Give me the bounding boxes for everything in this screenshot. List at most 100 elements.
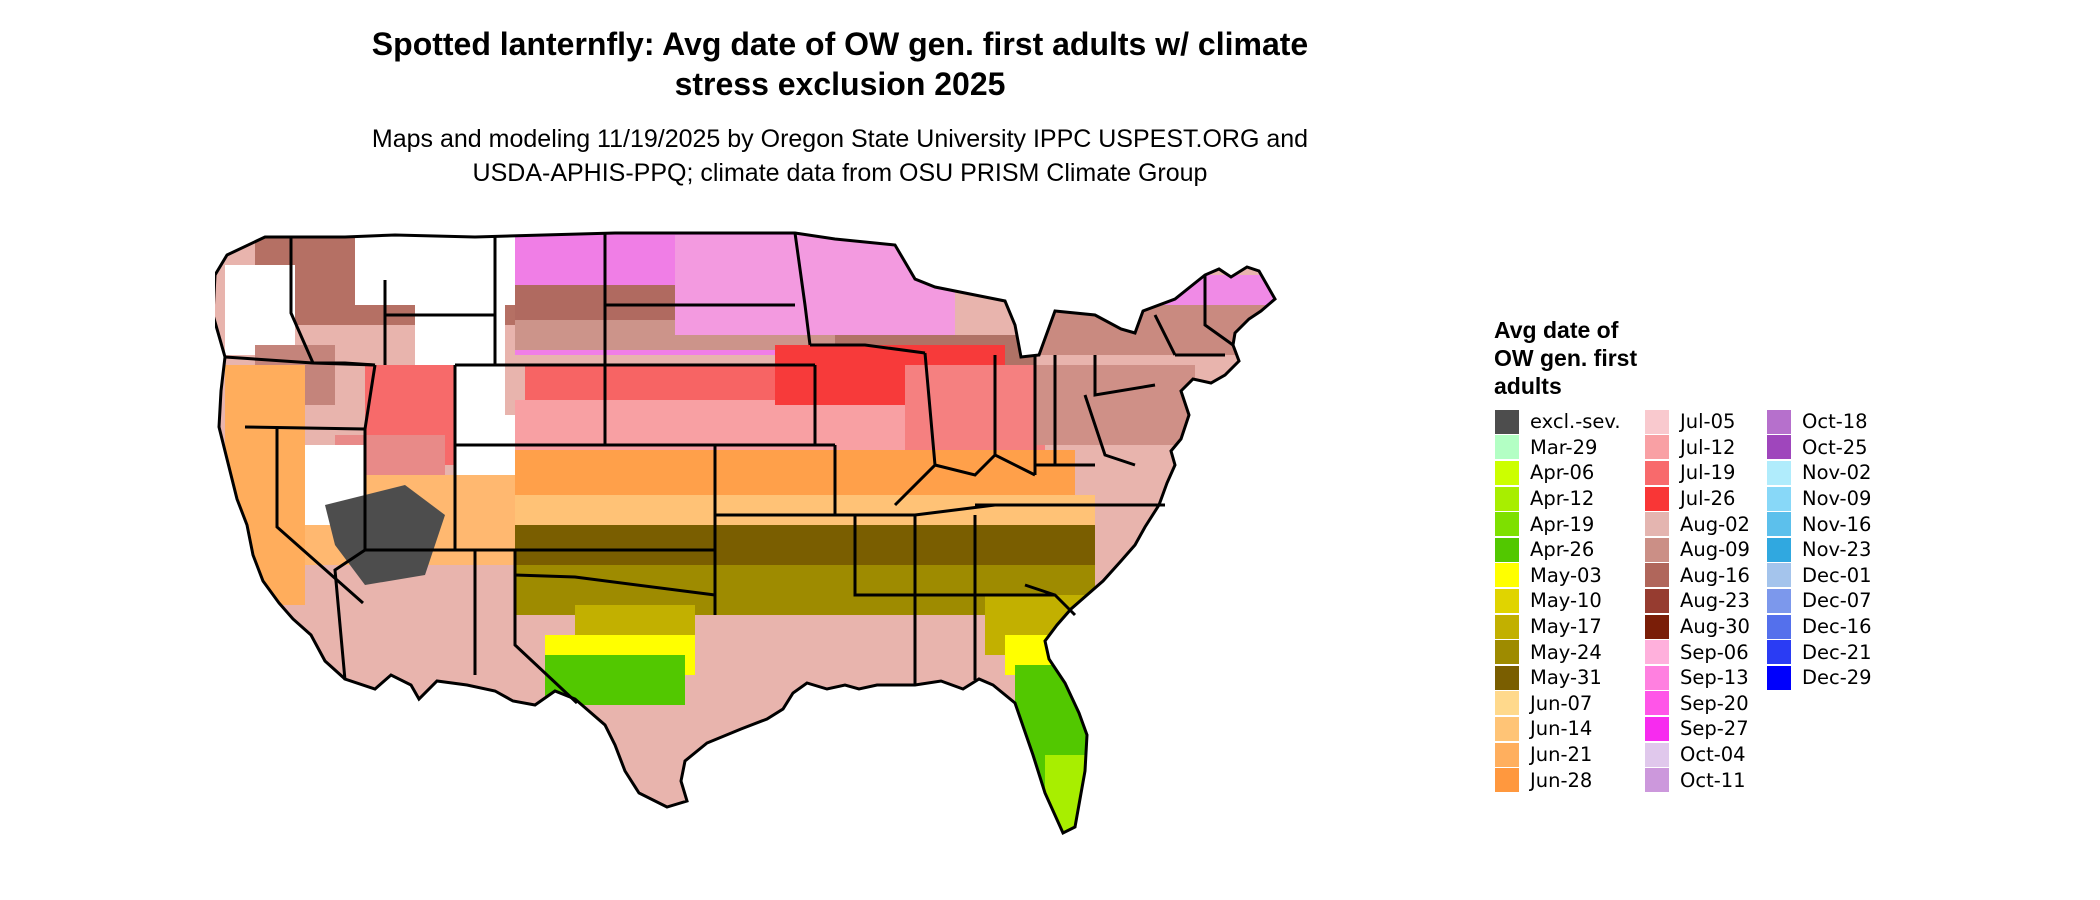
legend-swatch	[1767, 563, 1791, 588]
legend-label: Sep-13	[1680, 666, 1749, 690]
legend-swatch	[1495, 716, 1519, 741]
legend-item: Apr-26	[1495, 537, 1621, 563]
legend-column-1: excl.-sev. Mar-29 Apr-06 Apr-12 Apr-19 Apr-26…	[1495, 409, 1621, 793]
map-fill	[213, 233, 1275, 833]
legend-item: May-17	[1495, 614, 1621, 640]
legend-label: Sep-20	[1680, 691, 1749, 715]
subtitle-line-2: USDA-APHIS-PPQ; climate data from OSU PR…	[472, 159, 1208, 187]
legend-column-2: Jul-05 Jul-12 Jul-19 Jul-26 Aug-02 Aug-09 Aug-…	[1645, 409, 1750, 793]
legend-label: Dec-21	[1802, 640, 1872, 664]
legend-label: Jun-28	[1530, 768, 1593, 792]
legend-label: Nov-09	[1802, 487, 1872, 511]
legend-swatch	[1495, 614, 1519, 639]
legend-label: Apr-26	[1530, 538, 1595, 562]
legend-swatch	[1495, 691, 1519, 716]
legend-swatch	[1645, 409, 1669, 434]
legend-label: Jun-14	[1530, 717, 1593, 741]
legend-swatch	[1767, 409, 1791, 434]
legend-label: Jul-26	[1680, 487, 1736, 511]
legend-item: Nov-09	[1767, 486, 1872, 512]
legend-label: May-17	[1530, 615, 1602, 639]
legend-label: May-24	[1530, 640, 1602, 664]
legend-swatch	[1645, 512, 1669, 537]
legend-item: Aug-30	[1645, 614, 1750, 640]
legend-swatch	[1495, 640, 1519, 665]
legend-label: Sep-27	[1680, 717, 1749, 741]
legend-item: Oct-11	[1645, 767, 1750, 793]
legend-label: Aug-16	[1680, 563, 1750, 587]
legend-label: Nov-02	[1802, 461, 1872, 485]
legend-item: Nov-02	[1767, 460, 1872, 486]
legend-swatch	[1767, 537, 1791, 562]
legend-swatch	[1495, 486, 1519, 511]
legend-item: May-10	[1495, 588, 1621, 614]
legend-item: Apr-06	[1495, 460, 1621, 486]
legend-item: Jul-12	[1645, 435, 1750, 461]
legend-item: Dec-29	[1767, 665, 1872, 691]
legend-swatch	[1645, 588, 1669, 613]
title-line-2: stress exclusion 2025	[674, 66, 1006, 102]
legend-item: Dec-01	[1767, 563, 1872, 589]
legend-item: Aug-02	[1645, 511, 1750, 537]
legend-swatch	[1645, 486, 1669, 511]
legend-item: Dec-21	[1767, 639, 1872, 665]
legend-item: Apr-12	[1495, 486, 1621, 512]
legend-swatch	[1645, 665, 1669, 690]
legend-title: Avg date of OW gen. first adults	[1494, 316, 1724, 400]
legend-swatch	[1495, 460, 1519, 485]
legend-label: Aug-09	[1680, 538, 1750, 562]
legend-item: Nov-16	[1767, 511, 1872, 537]
legend-swatch	[1767, 640, 1791, 665]
subtitle-line-1: Maps and modeling 11/19/2025 by Oregon S…	[371, 125, 1309, 153]
legend-label: Nov-16	[1802, 512, 1872, 536]
legend-label: Dec-07	[1802, 589, 1872, 613]
title-line-1: Spotted lanternfly: Avg date of OW gen. …	[371, 26, 1309, 62]
legend-item: Sep-06	[1645, 639, 1750, 665]
legend-label: May-10	[1530, 589, 1602, 613]
legend-label: May-31	[1530, 666, 1602, 690]
legend-label: Aug-30	[1680, 615, 1750, 639]
legend-item: Aug-16	[1645, 563, 1750, 589]
legend-title-line: Avg date of	[1494, 317, 1619, 343]
legend-label: Jun-07	[1530, 691, 1593, 715]
legend-label: Oct-25	[1802, 435, 1868, 459]
legend-label: Dec-01	[1802, 563, 1872, 587]
legend-item: Jul-05	[1645, 409, 1750, 435]
legend-swatch	[1645, 435, 1669, 460]
legend-label: Jul-19	[1680, 461, 1736, 485]
legend-swatch	[1645, 742, 1669, 767]
legend-label: Apr-19	[1530, 512, 1595, 536]
legend-item: excl.-sev.	[1495, 409, 1621, 435]
legend-item: Sep-13	[1645, 665, 1750, 691]
legend-item: May-03	[1495, 563, 1621, 589]
legend-swatch	[1645, 563, 1669, 588]
legend-label: Apr-06	[1530, 461, 1595, 485]
legend-swatch	[1767, 614, 1791, 639]
legend-swatch	[1645, 768, 1669, 793]
legend-swatch	[1767, 512, 1791, 537]
legend-item: Jun-14	[1495, 716, 1621, 742]
legend-swatch	[1495, 409, 1519, 434]
legend-swatch	[1645, 691, 1669, 716]
legend-item: Aug-23	[1645, 588, 1750, 614]
legend-label: Oct-11	[1680, 768, 1746, 792]
legend-swatch	[1495, 588, 1519, 613]
us-map	[211, 215, 1475, 895]
legend-label: Jul-05	[1680, 410, 1736, 434]
legend-label: Sep-06	[1680, 640, 1749, 664]
map-title: Spotted lanternfly: Avg date of OW gen. …	[300, 24, 1380, 104]
legend-swatch	[1645, 537, 1669, 562]
legend-label: Jul-12	[1680, 435, 1736, 459]
legend-label: Aug-02	[1680, 512, 1750, 536]
legend-swatch	[1767, 588, 1791, 613]
legend-label: Mar-29	[1530, 435, 1598, 459]
legend-item: Jun-28	[1495, 767, 1621, 793]
us-map-svg	[211, 231, 1277, 836]
legend-swatch	[1495, 435, 1519, 460]
legend-swatch	[1495, 563, 1519, 588]
legend-item: Jul-26	[1645, 486, 1750, 512]
legend-label: Oct-04	[1680, 743, 1746, 767]
legend-swatch	[1495, 768, 1519, 793]
legend-label: Apr-12	[1530, 487, 1595, 511]
legend-swatch	[1495, 512, 1519, 537]
